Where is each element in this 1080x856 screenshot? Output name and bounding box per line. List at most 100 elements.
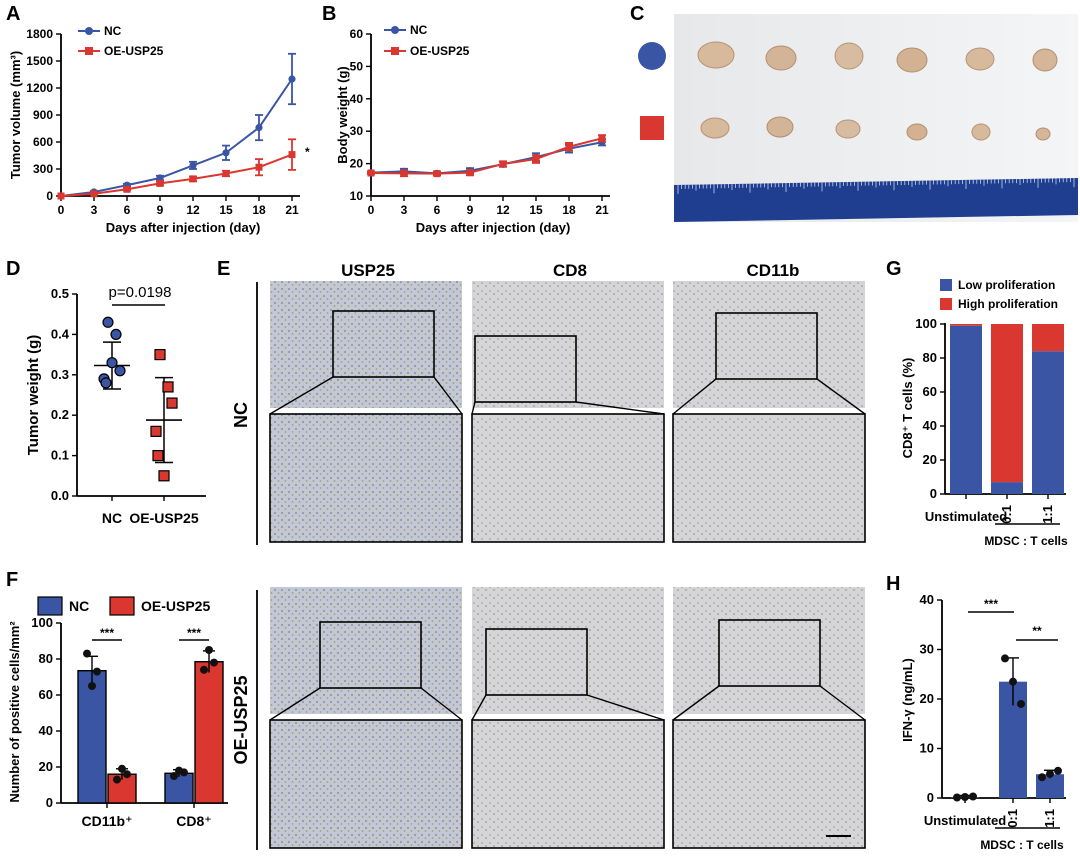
panel-b-x-tick-label: 18 — [562, 203, 576, 217]
panel-h-x-tick-label: Unstimulated — [924, 813, 1006, 828]
panel-h-point — [953, 793, 961, 802]
panel-e-row-nc: NC — [231, 402, 251, 428]
ihc-oe-usp25-overview — [270, 587, 462, 714]
panel-a-y-tick-label: 900 — [33, 108, 53, 122]
panel-g-y-label: CD8⁺ T cells (%) — [900, 358, 915, 459]
ihc-oe-cd8-overview — [472, 587, 664, 714]
ihc-zoom-connector — [586, 694, 665, 721]
panel-h-point — [1001, 654, 1009, 663]
panel-e-col-cd11b: CD11b — [747, 261, 800, 280]
ihc-oe-usp25-zoom-box — [319, 621, 422, 689]
panel-b-y-tick-label: 60 — [350, 27, 364, 41]
panel-g-group-label: MDSC : T cells — [984, 534, 1068, 548]
panel-label-a: A — [6, 3, 20, 25]
panel-h-y-label: IFN-γ (ng/mL) — [900, 658, 915, 742]
panel-b-x-tick-label: 0 — [368, 203, 375, 217]
panel-f-point — [118, 764, 126, 773]
panel-a-x-tick-label: 0 — [58, 203, 65, 217]
panel-d-oe-point — [152, 450, 164, 462]
panel-d-y-tick-label: 0.1 — [51, 448, 69, 463]
panel-d-y-label: Tumor weight (g) — [25, 335, 42, 456]
panel-f-y-tick-label: 20 — [39, 759, 53, 774]
panel-a-x-tick-label: 3 — [91, 203, 98, 217]
panel-a-nc-point — [288, 75, 296, 83]
panel-f-y-tick-label: 0 — [46, 795, 53, 810]
panel-d-y-tick-label: 0.0 — [51, 488, 69, 503]
ihc-nc-cd8-overview — [472, 281, 664, 408]
panel-a-oe-point — [222, 170, 230, 177]
panel-g-y-tick-label: 80 — [923, 350, 937, 365]
panel-b-y-tick-label: 40 — [350, 92, 364, 106]
panel-c-tumors-nc-row — [697, 41, 1058, 73]
panel-a-oe-point — [123, 185, 131, 193]
panel-f-y-tick-label: 100 — [31, 615, 53, 630]
panel-d-x-tick-label: OE-USP25 — [129, 510, 198, 526]
panel-b-x-label: Days after injection (day) — [416, 220, 571, 235]
panel-f-point — [88, 682, 96, 690]
panel-f-point — [200, 665, 208, 674]
panel-h-y-tick-label: 30 — [920, 642, 934, 657]
panel-d-pvalue: p=0.0198 — [109, 284, 172, 301]
panel-g-y-tick-label: 40 — [923, 418, 937, 433]
ihc-zoom-connector — [420, 687, 463, 721]
panel-b-legend-oe: OE-USP25 — [410, 44, 470, 58]
panel-e-ihc-grid: USP25 CD8 CD11b NC OE-USP25 — [231, 261, 866, 850]
panel-h-point — [1054, 766, 1062, 775]
panel-label-c: C — [630, 3, 644, 25]
panel-a-y-tick-label: 0 — [46, 189, 53, 203]
tumor-nc-3 — [834, 42, 864, 70]
panel-g-x-tick-label: Unstimulated — [925, 509, 1007, 524]
panel-f-sig1: *** — [100, 626, 114, 640]
panel-g-y-tick-label: 0 — [930, 486, 937, 501]
ihc-nc-cd11b-overview — [673, 281, 865, 408]
panel-b-series-oe-line — [370, 137, 603, 175]
panel-b-legend-nc-marker — [391, 26, 399, 34]
panel-d-oe-point — [166, 397, 178, 409]
panel-c-ruler-ticks — [677, 178, 1075, 194]
panel-h-x-tick-label: 0:1 — [1005, 809, 1020, 828]
panel-a-x-tick-label: 9 — [157, 203, 164, 217]
panel-d-oe-point — [162, 381, 174, 393]
panel-label-b: B — [322, 3, 336, 25]
panel-f-legend-nc: NC — [69, 598, 89, 614]
panel-f-point — [210, 658, 218, 667]
panel-label-g: G — [886, 258, 902, 280]
panel-h-y-tick-label: 40 — [920, 592, 934, 607]
panel-label-f: F — [6, 569, 18, 591]
panel-a-nc-point — [255, 124, 263, 132]
ihc-nc-cd11b-zoom-box — [715, 312, 818, 380]
panel-f-sig2: *** — [187, 626, 201, 640]
panel-f-y-tick-label: 40 — [39, 723, 53, 738]
panel-b-x-tick-label: 3 — [401, 203, 408, 217]
tumor-oe-5 — [971, 123, 991, 141]
panel-b-oe-point — [400, 169, 408, 177]
panel-b-oe-point — [367, 169, 375, 177]
panel-a-series-nc-line — [60, 78, 293, 197]
panel-g-legend-low-swatch — [940, 279, 952, 291]
panel-h-sig1: *** — [984, 597, 998, 611]
panel-e-row-oe: OE-USP25 — [231, 675, 251, 764]
panel-a-y-tick-label: 600 — [33, 135, 53, 149]
panel-h-point — [1009, 677, 1017, 686]
panel-b-legend-nc: NC — [410, 23, 428, 37]
tumor-nc-6 — [1032, 48, 1058, 72]
panel-e-col-usp25: USP25 — [341, 261, 395, 280]
panel-a-series-oe-line — [60, 153, 293, 197]
panel-f-point — [170, 772, 178, 780]
panel-a-y-tick-label: 1200 — [26, 81, 53, 95]
ihc-zoom-connector — [672, 685, 720, 721]
panel-b-y-tick-label: 20 — [350, 157, 364, 171]
ihc-zoom-connector — [575, 401, 665, 415]
ihc-nc-usp25-overview — [270, 281, 462, 408]
panel-b-y-tick-label: 50 — [350, 59, 364, 73]
panel-d-y-tick-label: 0.4 — [51, 326, 70, 341]
tumor-oe-1 — [700, 117, 730, 139]
panel-a-x-tick-label: 18 — [252, 203, 266, 217]
panel-b-y-label: Body weight (g) — [335, 66, 350, 164]
panel-a-legend-oe-marker — [85, 47, 93, 55]
panel-f-point — [83, 649, 91, 658]
panel-a-significance: * — [305, 145, 310, 159]
ihc-nc-cd8-zoomed — [471, 413, 665, 543]
